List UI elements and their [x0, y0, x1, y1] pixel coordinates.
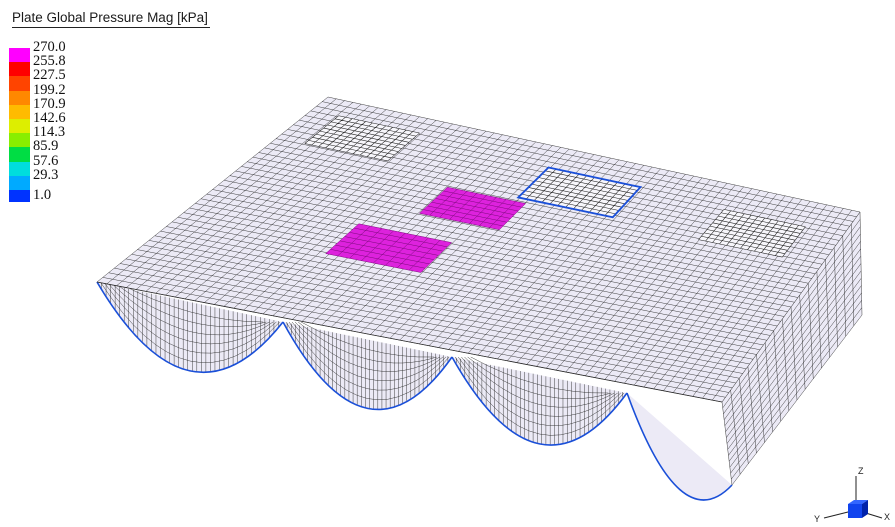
deck-front-edge	[96, 281, 723, 403]
hull-arch-edge	[282, 321, 453, 411]
legend-tick-label: 270.0	[33, 39, 66, 55]
hatch-outline	[516, 166, 643, 219]
legend-tick-label: 170.9	[33, 95, 66, 112]
legend-color-band	[9, 62, 30, 77]
legend-title: Plate Global Pressure Mag [kPa]	[12, 9, 210, 28]
legend-tick-label: 227.5	[33, 67, 66, 84]
legend-color-band	[9, 133, 30, 148]
legend-tick-label: 114.3	[33, 124, 66, 141]
legend-color-band	[9, 76, 30, 91]
legend-tick-label: 255.8	[33, 53, 66, 70]
legend-tick-label: 199.2	[33, 81, 66, 98]
axis-triad: Z Y X	[812, 466, 895, 526]
triad-cube-icon	[848, 504, 862, 518]
legend-color-band	[9, 119, 30, 134]
hull-arch	[452, 357, 627, 446]
axis-x-label: X	[884, 512, 891, 522]
pressure-patch	[419, 187, 526, 230]
legend-color-band	[9, 161, 30, 176]
legend-tick-label: 1.0	[33, 187, 52, 203]
legend-color-band	[9, 175, 30, 190]
end-face	[722, 212, 862, 485]
legend-tick-label: 57.6	[33, 152, 59, 169]
legend-color-band	[9, 48, 30, 63]
axis-y-label: Y	[814, 514, 821, 524]
axis-z-label: Z	[858, 466, 864, 476]
legend-color-band	[9, 104, 30, 119]
pressure-patch	[325, 223, 452, 273]
color-legend: 270.0 255.8 227.5 199.2 170.9 142.6 114.3 85.9 5…	[9, 40, 89, 272]
hull-arch-edge	[96, 281, 284, 374]
hull-arch	[626, 392, 733, 501]
legend-tick-label: 29.3	[33, 166, 59, 183]
legend-tick-label: 85.9	[33, 138, 59, 155]
legend-color-band	[9, 190, 30, 202]
hull-arch	[97, 282, 283, 373]
hull-arch-edge	[626, 392, 733, 501]
hull-arch-edge	[451, 356, 628, 446]
hull-arch	[283, 322, 452, 410]
legend-tick-label: 142.6	[33, 110, 66, 126]
legend-color-band	[9, 147, 30, 162]
legend-color-band	[9, 90, 30, 105]
